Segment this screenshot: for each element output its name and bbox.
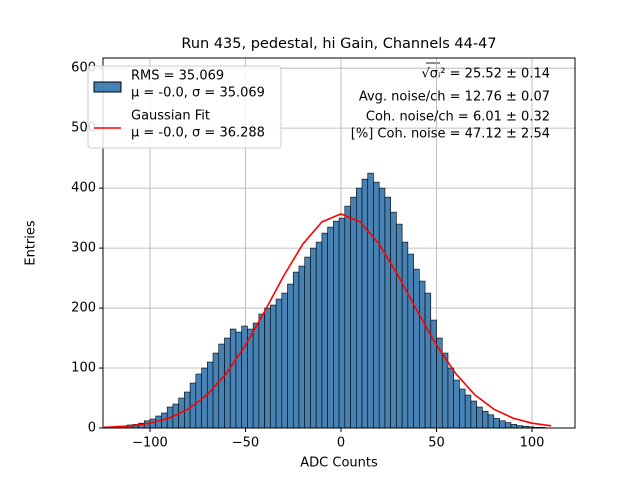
bar [350,196,357,429]
bar [206,361,214,429]
bar [275,298,283,429]
x-tick-label: −50 [232,436,259,451]
bar [241,325,248,429]
y-tick-label: 200 [71,301,96,316]
y-tick-label: 100 [71,361,96,376]
bar [504,422,512,429]
bar [361,178,369,429]
legend-label: RMS = 35.069 [131,69,224,84]
fit-line [104,213,552,429]
bar [407,253,414,429]
legend-label: μ = -0.0, σ = 36.288 [131,126,265,141]
bar [476,406,483,429]
bar [333,220,340,429]
bar [464,394,472,429]
bar [384,196,391,429]
y-tick-label: 0 [88,421,96,436]
bar [482,410,489,429]
bar [224,337,231,429]
bar [229,328,237,429]
bar [292,271,300,429]
bar [252,322,260,429]
bar [270,304,277,429]
bar [212,352,220,429]
bar [287,283,294,429]
bar [459,388,466,429]
bar [424,292,432,429]
annotation: √σᵢ² = 25.52 ± 0.14 [421,67,550,82]
bar [470,400,477,429]
bar [281,292,288,429]
bar [373,181,380,429]
bar [304,256,311,429]
axes-frame [102,57,576,429]
bar [327,226,334,429]
bar [235,331,242,429]
bar [247,328,254,429]
bar [493,418,500,429]
bar [338,217,346,429]
y-tick-label: 400 [71,181,96,196]
bar [258,313,265,429]
annotation: Coh. noise/ch = 6.01 ± 0.32 [366,110,550,125]
bar [510,424,518,429]
bar [401,241,409,429]
bar [447,367,455,429]
x-tick-label: 50 [428,436,445,451]
bar [321,232,328,429]
legend-swatch [93,81,122,93]
x-tick-label: 0 [337,436,345,451]
annotation: Avg. noise/ch = 12.76 ± 0.07 [359,90,550,105]
annotation: [%] Coh. noise = 47.12 ± 2.54 [351,127,550,142]
bar [419,280,426,429]
bar [315,241,323,429]
bar [487,414,495,429]
bar [264,307,271,429]
y-tick-label: 300 [71,241,96,256]
bar [218,343,225,429]
bar [298,265,306,429]
bar [453,379,460,429]
bar [310,247,317,429]
chart-title: Run 435, pedestal, hi Gain, Channels 44-… [181,36,496,52]
bar [378,187,386,429]
bar [344,205,351,429]
bar [396,223,403,429]
legend-box [87,65,282,149]
y-axis-label: Entries [24,220,39,266]
x-tick-label: −100 [132,436,168,451]
bar [441,352,449,429]
bar [390,211,397,429]
bar [499,420,506,429]
x-tick-label: 100 [520,436,545,451]
legend-label: Gaussian Fit [131,109,210,124]
bar [413,268,420,429]
legend-label: μ = -0.0, σ = 35.069 [131,86,265,101]
x-axis-label: ADC Counts [300,456,378,471]
bar [367,172,374,429]
